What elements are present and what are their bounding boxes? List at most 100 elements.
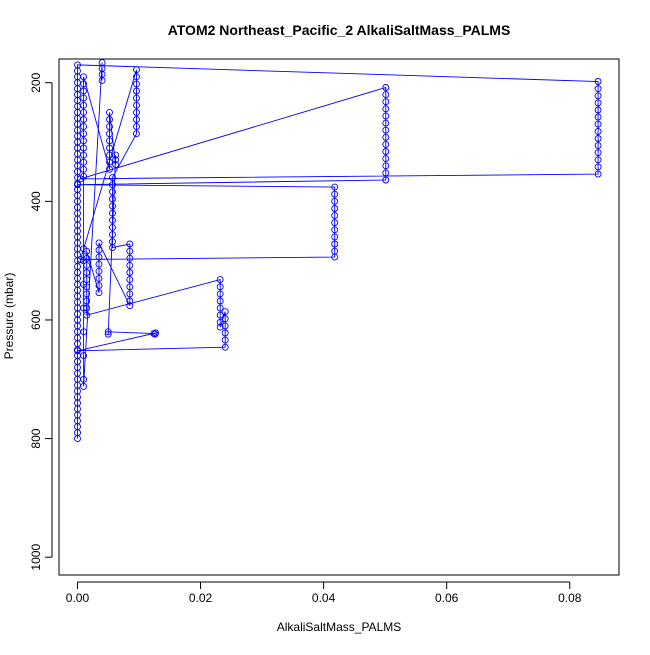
- data-point: [382, 98, 390, 106]
- data-point: [109, 223, 116, 231]
- data-point: [109, 216, 116, 224]
- data-point: [80, 101, 88, 109]
- data-point: [382, 105, 390, 113]
- data-point: [104, 330, 112, 338]
- data-point: [80, 304, 88, 312]
- data-point: [594, 142, 602, 150]
- data-point: [221, 329, 229, 337]
- data-point: [106, 144, 113, 152]
- y-axis-label: Pressure (mbar): [2, 273, 16, 360]
- data-point: [109, 181, 116, 189]
- x-tick-label: 0.08: [558, 591, 582, 605]
- data-point: [95, 289, 103, 297]
- data-point: [331, 205, 339, 212]
- data-point: [594, 170, 602, 178]
- data-point: [133, 87, 140, 95]
- data-point: [83, 269, 91, 276]
- data-point: [95, 239, 103, 247]
- data-point: [95, 282, 103, 290]
- data-point: [126, 290, 134, 298]
- data-point: [106, 165, 113, 173]
- data-point: [216, 297, 224, 305]
- series-layer: [74, 59, 602, 443]
- data-point: [83, 304, 91, 312]
- data-point: [216, 290, 224, 298]
- data-point: [80, 73, 88, 81]
- data-point: [382, 169, 390, 177]
- x-tick-label: 0.04: [312, 591, 336, 605]
- data-point: [112, 161, 120, 169]
- data-point: [382, 84, 390, 91]
- data-point: [106, 151, 113, 159]
- y-axis: 200 400 600 800 1000: [29, 72, 53, 571]
- data-point: [83, 297, 91, 305]
- y-tick-label: 200: [29, 72, 43, 92]
- data-point: [133, 116, 140, 123]
- data-point: [80, 123, 88, 131]
- data-point: [382, 126, 390, 134]
- data-point: [80, 130, 88, 138]
- data-point: [594, 120, 602, 128]
- data-point: [382, 148, 390, 155]
- y-tick-label: 800: [29, 428, 43, 448]
- y-tick-label: 1000: [29, 544, 43, 571]
- data-point: [126, 283, 134, 291]
- data-point: [109, 209, 116, 217]
- data-point: [133, 108, 140, 116]
- data-point: [80, 172, 88, 180]
- data-point: [382, 133, 390, 141]
- x-tick-label: 0.06: [435, 591, 459, 605]
- data-point: [80, 116, 88, 123]
- data-point: [80, 87, 88, 95]
- data-point: [331, 212, 339, 220]
- data-point: [80, 80, 88, 88]
- data-point: [133, 130, 140, 138]
- data-point: [594, 149, 602, 157]
- data-point: [80, 144, 88, 152]
- data-point: [216, 318, 224, 326]
- data-point: [382, 176, 390, 184]
- data-point: [95, 246, 103, 254]
- data-point: [221, 308, 229, 316]
- data-point: [80, 328, 88, 336]
- x-axis-label: AlkaliSaltMass_PALMS: [277, 620, 402, 634]
- data-point: [80, 108, 88, 116]
- data-point: [104, 328, 112, 336]
- data-point: [83, 311, 91, 319]
- data-point: [594, 127, 602, 135]
- data-point: [98, 76, 106, 84]
- data-point: [109, 195, 116, 203]
- data-point: [216, 283, 224, 291]
- data-point: [594, 99, 602, 107]
- data-point: [109, 231, 116, 239]
- data-point: [80, 280, 88, 288]
- x-tick-label: 0.02: [189, 591, 213, 605]
- data-point: [80, 151, 88, 159]
- data-point: [83, 261, 91, 269]
- data-point: [80, 245, 88, 253]
- data-point: [95, 253, 103, 261]
- data-point: [80, 375, 88, 383]
- data-point: [221, 336, 229, 344]
- x-axis: 0.00 0.02 0.04 0.06 0.08: [66, 581, 582, 605]
- data-point: [126, 269, 134, 276]
- data-point: [594, 113, 602, 121]
- x-tick-label: 0.00: [66, 591, 90, 605]
- data-point: [106, 130, 113, 138]
- data-point: [133, 66, 140, 74]
- data-point: [594, 92, 602, 100]
- data-point: [80, 94, 88, 102]
- data-point: [133, 94, 140, 102]
- data-point: [594, 85, 602, 93]
- data-point: [80, 352, 88, 360]
- data-point: [80, 165, 88, 173]
- data-point: [216, 276, 224, 284]
- data-point: [150, 330, 158, 338]
- data-point: [331, 219, 339, 227]
- data-point: [109, 244, 116, 252]
- data-point: [74, 181, 81, 189]
- data-point: [109, 174, 116, 182]
- data-point: [382, 140, 390, 148]
